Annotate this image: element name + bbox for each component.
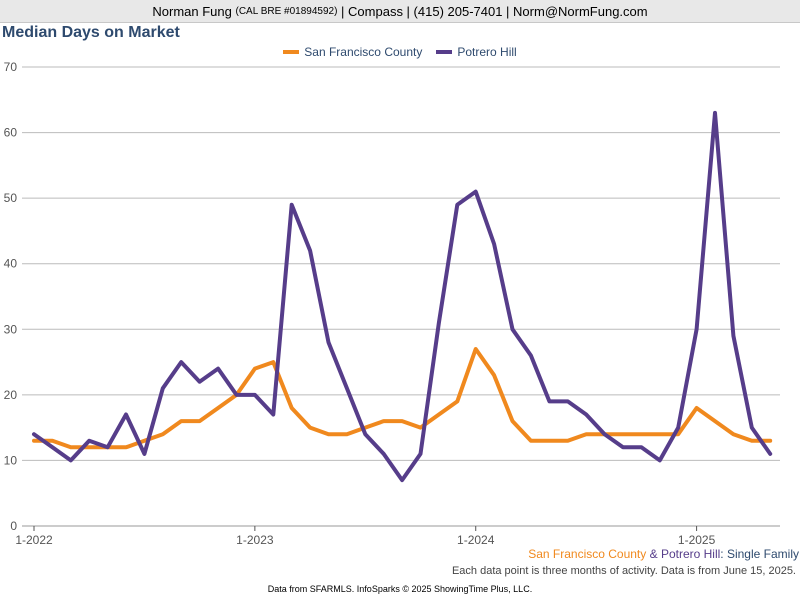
license-number: (CAL BRE #01894592) — [235, 5, 338, 17]
x-tick-label-1-2022: 1-2022 — [15, 533, 53, 547]
y-tick-label-70: 70 — [4, 60, 18, 74]
footer-amp: & — [646, 547, 661, 561]
y-tick-label-50: 50 — [4, 191, 18, 205]
footer-potrero-label: Potrero Hill — [660, 547, 721, 561]
footer-note: Each data point is three months of activ… — [451, 565, 796, 577]
footer-series-caption: San Francisco County & Potrero Hill: Sin… — [528, 547, 799, 561]
legend-swatch-potrero — [436, 50, 453, 54]
series-line-sf — [32, 347, 773, 450]
agent-name: Norman Fung — [152, 3, 232, 19]
legend-label-potrero: Potrero Hill — [457, 45, 517, 59]
y-tick-label-60: 60 — [4, 126, 18, 140]
legend-label-sf: San Francisco County — [304, 45, 423, 59]
y-tick-label-10: 10 — [4, 453, 18, 467]
x-tick-label-1-2024: 1-2024 — [457, 533, 495, 547]
footer-sf-label: San Francisco County — [528, 547, 647, 561]
y-tick-label-30: 30 — [4, 322, 18, 336]
legend: San Francisco County Potrero Hill — [0, 45, 800, 59]
footer-source: Data from SFARMLS. InfoSparks © 2025 Sho… — [267, 584, 533, 594]
y-tick-label-40: 40 — [4, 257, 18, 271]
x-tick-label-1-2023: 1-2023 — [236, 533, 274, 547]
y-tick-label-0: 0 — [10, 519, 17, 533]
legend-item-sf[interactable]: San Francisco County — [283, 45, 422, 59]
chart-title: Median Days on Market — [2, 24, 180, 41]
series-line-potrero — [32, 110, 773, 483]
header-bar: Norman Fung (CAL BRE #01894592) | Compas… — [0, 0, 800, 23]
footer-type-label: : Single Family — [720, 547, 799, 561]
y-tick-label-20: 20 — [4, 388, 18, 402]
contact-info: | Compass | (415) 205-7401 | Norm@NormFu… — [341, 3, 648, 19]
legend-swatch-sf — [283, 50, 300, 54]
x-tick-label-1-2025: 1-2025 — [678, 533, 716, 547]
legend-item-potrero[interactable]: Potrero Hill — [436, 45, 517, 59]
